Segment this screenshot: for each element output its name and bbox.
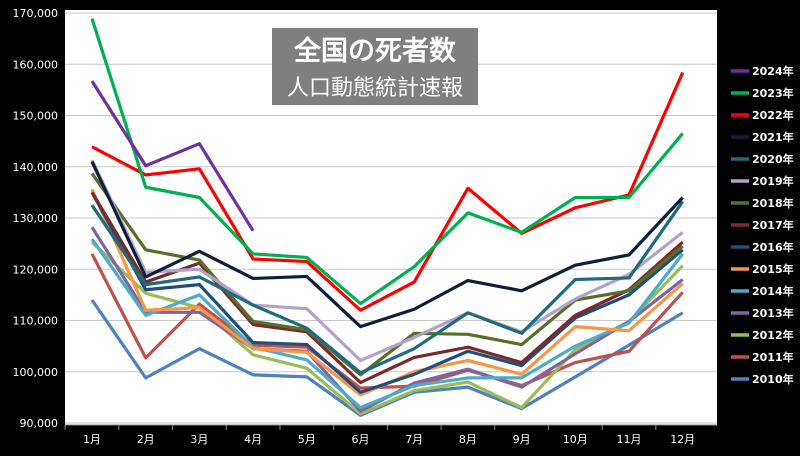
- legend-label: 2015年: [752, 262, 794, 276]
- legend-label: 2023年: [752, 86, 794, 100]
- y-tick-label: 110,000: [13, 315, 59, 328]
- x-tick-label: 5月: [298, 433, 316, 446]
- y-tick-label: 100,000: [13, 366, 59, 379]
- legend-label: 2010年: [752, 372, 794, 386]
- legend-label: 2017年: [752, 218, 794, 232]
- legend-label: 2020年: [752, 152, 794, 166]
- series-line-2021年: [90, 160, 684, 329]
- x-tick-label: 10月: [563, 433, 588, 446]
- series-line-2024年: [90, 80, 255, 232]
- x-tick-label: 8月: [459, 433, 477, 446]
- series-line-2020年: [90, 200, 685, 375]
- x-tick-label: 1月: [83, 433, 101, 446]
- series-line-2019年: [90, 159, 684, 363]
- x-tick-label: 3月: [190, 433, 208, 446]
- series-line-2022年: [91, 71, 685, 312]
- series-line-2018年: [90, 172, 684, 377]
- series-line-2016年: [90, 191, 684, 394]
- y-tick-label: 170,000: [13, 7, 59, 20]
- y-tick-label: 130,000: [13, 212, 59, 225]
- series-line-2023年: [90, 18, 684, 306]
- x-tick-label: 11月: [617, 433, 642, 446]
- x-tick-label: 4月: [244, 433, 262, 446]
- y-tick-label: 160,000: [13, 58, 59, 71]
- legend-label: 2021年: [752, 130, 794, 144]
- y-tick-label: 90,000: [20, 417, 59, 430]
- legend-label: 2024年: [752, 64, 794, 78]
- legend-label: 2019年: [752, 174, 794, 188]
- series-line-2014年: [90, 238, 684, 410]
- legend-label: 2011年: [752, 350, 794, 364]
- legend-label: 2022年: [752, 108, 794, 122]
- legend-label: 2013年: [752, 306, 794, 320]
- title-box: 全国の死者数 人口動態統計速報: [272, 28, 478, 105]
- legend-label: 2014年: [752, 284, 794, 298]
- legend-label: 2012年: [752, 328, 794, 342]
- series-line-2017年: [90, 191, 684, 385]
- chart-title: 全国の死者数: [293, 35, 457, 67]
- x-tick-label: 9月: [513, 433, 531, 446]
- legend-label: 2016年: [752, 240, 794, 254]
- x-tick-label: 6月: [352, 433, 370, 446]
- x-tick-label: 2月: [137, 433, 155, 446]
- series-line-2012年: [90, 240, 684, 416]
- y-tick-label: 140,000: [13, 161, 59, 174]
- y-tick-label: 120,000: [13, 263, 59, 276]
- x-tick-label: 7月: [405, 433, 423, 446]
- x-tick-label: 12月: [670, 433, 695, 446]
- chart-subtitle: 人口動態統計速報: [287, 76, 463, 101]
- legend-label: 2018年: [752, 196, 794, 210]
- y-tick-label: 150,000: [13, 110, 59, 123]
